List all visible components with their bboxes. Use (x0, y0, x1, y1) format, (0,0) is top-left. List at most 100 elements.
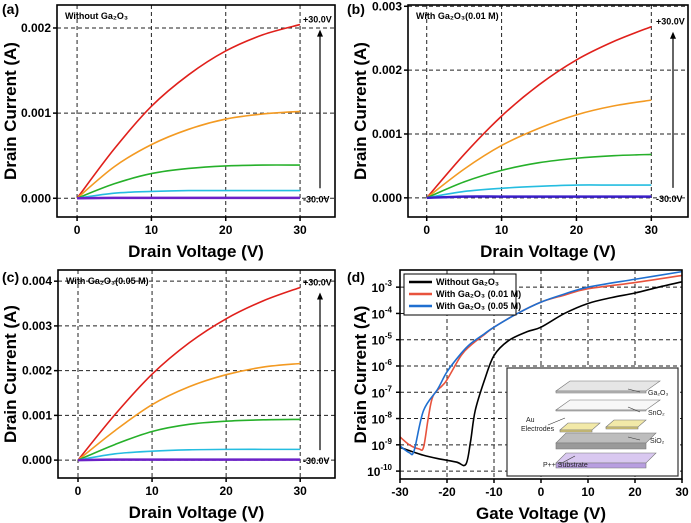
y-tick-label: 10-10 (367, 463, 392, 479)
inset-label: SiO₂ (650, 438, 665, 445)
series-line-3 (77, 448, 301, 461)
y-tick-label: 0.004 (22, 274, 52, 288)
x-tick-label: -20 (438, 485, 456, 499)
x-tick-label: 30 (645, 223, 659, 237)
x-tick-label: 10 (581, 485, 595, 499)
sno2-layer-side (555, 409, 647, 412)
arrow-up-icon (317, 29, 323, 37)
gate-voltage-max-label: +30.0V (656, 17, 685, 27)
series-line-1 (426, 99, 652, 199)
series-line-2 (77, 418, 301, 461)
x-tick-label: 10 (145, 223, 159, 237)
y-axis-label: Drain Current (A) (351, 306, 370, 444)
y-tick-exponent: -4 (385, 305, 393, 314)
y-tick-exponent: -6 (385, 358, 393, 367)
y-tick-base: 10 (372, 439, 386, 453)
y-tick-exponent: -3 (385, 279, 393, 288)
x-tick-label: 10 (145, 484, 159, 498)
panel-d: -30 -20 -10 0 10 20 3010-1010-910-810-710-610-… (347, 269, 689, 523)
gate-voltage-max-label: +30.0V (303, 15, 332, 25)
gate-voltage-max-label: +30.0V (303, 277, 332, 287)
gate-voltage-min-label: -30.0V (656, 194, 683, 204)
y-tick-exponent: -5 (385, 332, 393, 341)
gate-voltage-min-label: -30.0V (303, 194, 330, 204)
x-axis-label: Gate Voltage (V) (476, 504, 606, 523)
y-tick-label: 0.000 (21, 191, 51, 205)
y-axis-label: Drain Current (A) (1, 42, 20, 180)
y-tick-label: 0.002 (21, 21, 51, 35)
inset-label: P++ Substrate (543, 462, 588, 469)
y-tick-label: 0.002 (22, 364, 52, 378)
y-tick-label: 0.001 (22, 408, 52, 422)
panel-label: (b) (347, 1, 365, 17)
x-tick-label: 0 (423, 223, 430, 237)
plot-frame (399, 269, 683, 480)
x-axis-label: Drain Voltage (V) (128, 242, 264, 261)
gate-voltage-min-label: -30.0V (303, 456, 330, 466)
x-tick-label: 0 (538, 485, 545, 499)
x-tick-label: 20 (219, 484, 233, 498)
y-tick-base: 10 (367, 465, 381, 479)
x-tick-label: 0 (75, 484, 82, 498)
x-tick-label: 20 (219, 223, 233, 237)
y-axis-label: Drain Current (A) (1, 305, 20, 443)
sio2-layer-top (555, 432, 657, 444)
y-tick-label: 10-8 (372, 411, 393, 427)
y-tick-label: 10-3 (372, 279, 393, 295)
y-tick-label: 0.000 (372, 191, 402, 205)
y-tick-base: 10 (372, 281, 386, 295)
arrow-up-icon (670, 31, 676, 39)
sno2-layer-top (555, 399, 661, 411)
y-tick-label: 0.003 (372, 0, 402, 13)
x-tick-label: 30 (293, 223, 307, 237)
y-tick-label: 0.003 (22, 319, 52, 333)
legend-entry: With Ga₂O₃ (0.01 M) (436, 289, 521, 299)
x-tick-label: 30 (294, 484, 308, 498)
y-axis-label: Drain Current (A) (351, 42, 370, 180)
series-line-0 (77, 286, 301, 461)
plot-frame (56, 4, 336, 218)
inset-label: SnO₂ (648, 410, 665, 417)
panel-b: 0 10 20 30 0.000 0.001 0.002 0.003 Drain Voltage… (347, 0, 689, 261)
x-axis-label: Drain Voltage (V) (129, 503, 265, 522)
y-tick-label: 0.002 (372, 63, 402, 77)
y-tick-base: 10 (372, 413, 386, 427)
inset-label: Electrodes (521, 426, 555, 433)
series-line-0 (426, 25, 652, 199)
x-tick-label: 0 (74, 223, 81, 237)
y-tick-label: 0.001 (372, 127, 402, 141)
y-tick-label: 10-4 (372, 305, 393, 321)
y-tick-exponent: -8 (385, 411, 393, 420)
series-line-2 (426, 153, 652, 199)
legend-entry: Without Ga₂O₃ (436, 277, 499, 287)
inset-leader-line (559, 455, 576, 465)
series-line-1 (77, 362, 301, 461)
y-tick-base: 10 (372, 360, 386, 374)
inset-label: Ga₂O₃ (648, 390, 669, 397)
plot-frame (57, 269, 336, 479)
device-structure-inset: Ga₂O₃ SnO₂ Au Electrodes SiO₂ P++ Substrate (506, 367, 679, 477)
series-line-2 (76, 164, 301, 200)
series-line-3 (76, 189, 301, 200)
x-tick-label: 10 (495, 223, 509, 237)
x-axis-label: Drain Voltage (V) (480, 242, 616, 261)
x-tick-label: -30 (391, 485, 409, 499)
inset-leader-line (627, 406, 641, 413)
panel-title: Without Ga₂O₃ (65, 11, 128, 21)
series-line-2 (399, 270, 683, 456)
substrate-layer-side (555, 462, 647, 469)
y-tick-label: 10-9 (372, 437, 393, 453)
x-tick-label: -10 (485, 485, 503, 499)
y-tick-label: 0.001 (21, 106, 51, 120)
au-electrode-right-side (605, 426, 639, 430)
ga2o3-layer-top (555, 380, 661, 392)
panel-label: (d) (347, 269, 365, 285)
y-tick-exponent: -7 (385, 384, 393, 393)
panel-label: (c) (2, 269, 19, 285)
arrow-up-icon (317, 292, 323, 300)
x-tick-label: 30 (675, 485, 689, 499)
series-line-4 (426, 195, 652, 200)
au-electrode-left-side (559, 429, 593, 433)
legend: Without Ga₂O₃ With Ga₂O₃ (0.01 M) With Ga₂… (403, 273, 521, 316)
